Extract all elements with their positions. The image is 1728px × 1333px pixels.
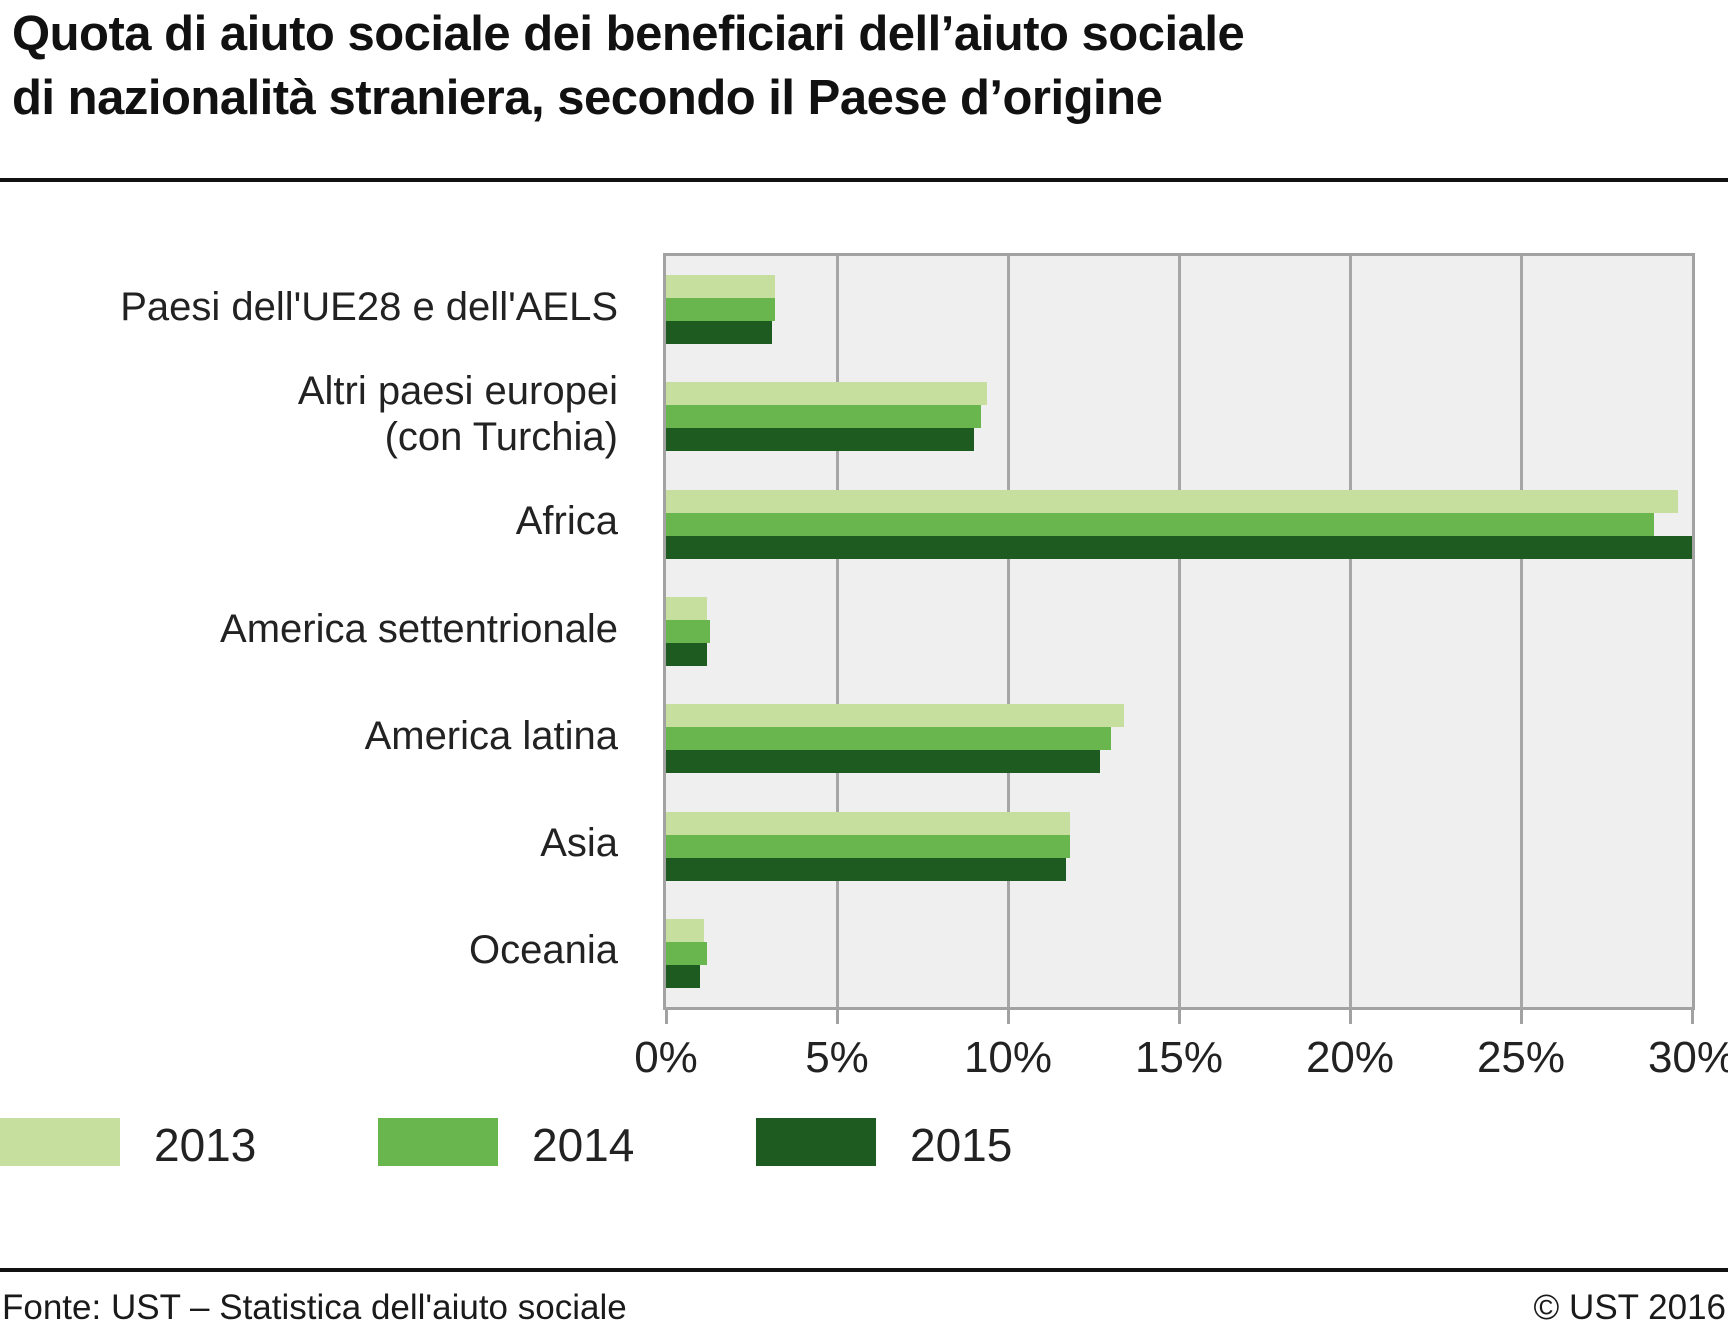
bar-2013 xyxy=(666,811,1070,835)
legend-item-2014: 2014 xyxy=(378,1112,738,1172)
x-tick-label: 15% xyxy=(1134,1033,1224,1082)
x-tick-label: 25% xyxy=(1476,1033,1566,1082)
category-label: America settentrionale xyxy=(220,606,618,651)
x-tick-mark xyxy=(1519,1010,1523,1024)
bar-2015 xyxy=(666,428,974,452)
x-tick-mark xyxy=(1177,1010,1181,1024)
gridline xyxy=(1348,256,1352,1007)
x-tick-label: 30% xyxy=(1647,1033,1728,1082)
x-tick-mark xyxy=(1006,1010,1010,1024)
page-title-line1: Quota di aiuto sociale dei beneficiari d… xyxy=(12,7,1245,61)
gridline xyxy=(835,256,839,1007)
bar-2015 xyxy=(666,321,773,345)
bar-2013 xyxy=(666,918,704,942)
bar-2014 xyxy=(666,405,981,429)
footer-separator xyxy=(0,1268,1728,1272)
page-title: Quota di aiuto sociale dei beneficiari d… xyxy=(12,2,1712,130)
title-separator xyxy=(0,178,1728,182)
bar-2013 xyxy=(666,489,1679,513)
legend: 2013 2014 2015 xyxy=(0,1112,1728,1182)
x-tick-mark xyxy=(835,1010,839,1024)
category-labels: Paesi dell'UE28 e dell'AELS Altri paesi e… xyxy=(0,253,640,1010)
page-title-line2: di nazionalità straniera, secondo il Pae… xyxy=(12,71,1163,125)
legend-item-2015: 2015 xyxy=(756,1112,1116,1172)
footer: Fonte: UST – Statistica dell'aiuto socia… xyxy=(0,1286,1728,1333)
bar-2013 xyxy=(666,382,988,406)
bar-2014 xyxy=(666,727,1111,751)
legend-label: 2014 xyxy=(532,1119,635,1171)
gridline xyxy=(1519,256,1523,1007)
category-label: Oceania xyxy=(469,928,618,973)
legend-item-2013: 2013 xyxy=(0,1112,360,1172)
category-label: America latina xyxy=(364,713,618,758)
bar-2015 xyxy=(666,964,701,988)
bar-2015 xyxy=(666,750,1101,774)
x-tick-mark xyxy=(664,1010,668,1024)
legend-swatch xyxy=(378,1118,498,1166)
x-tick-mark xyxy=(1690,1010,1694,1024)
bar-2014 xyxy=(666,512,1655,536)
x-tick-label: 5% xyxy=(805,1033,869,1082)
legend-swatch xyxy=(0,1118,120,1166)
source-note: Fonte: UST – Statistica dell'aiuto socia… xyxy=(2,1288,627,1327)
category-label: Asia xyxy=(540,821,618,866)
gridline xyxy=(1006,256,1010,1007)
legend-label: 2015 xyxy=(910,1119,1013,1171)
bar-2015 xyxy=(666,535,1692,559)
category-label: Paesi dell'UE28 e dell'AELS xyxy=(120,284,618,329)
gridline xyxy=(1177,256,1181,1007)
bar-2014 xyxy=(666,941,708,965)
x-tick-label: 20% xyxy=(1305,1033,1395,1082)
bar-2014 xyxy=(666,620,711,643)
bar-2013 xyxy=(666,275,776,299)
bar-2014 xyxy=(666,834,1070,858)
legend-label: 2013 xyxy=(154,1119,257,1171)
category-label: Africa xyxy=(515,499,618,544)
copyright-note: © UST 2016 xyxy=(1533,1288,1726,1327)
bar-2015 xyxy=(666,857,1067,881)
bar-2014 xyxy=(666,298,776,322)
bar-chart: Paesi dell'UE28 e dell'AELS Altri paesi e… xyxy=(0,253,1728,1113)
plot-area xyxy=(663,253,1695,1010)
bar-2015 xyxy=(666,643,708,666)
category-label: Altri paesi europei (con Turchia) xyxy=(297,368,618,459)
x-tick-label: 10% xyxy=(963,1033,1053,1082)
x-tick-label: 0% xyxy=(634,1033,698,1082)
legend-swatch xyxy=(756,1118,876,1166)
bar-2013 xyxy=(666,704,1125,728)
x-tick-mark xyxy=(1348,1010,1352,1024)
bar-2013 xyxy=(666,597,708,620)
